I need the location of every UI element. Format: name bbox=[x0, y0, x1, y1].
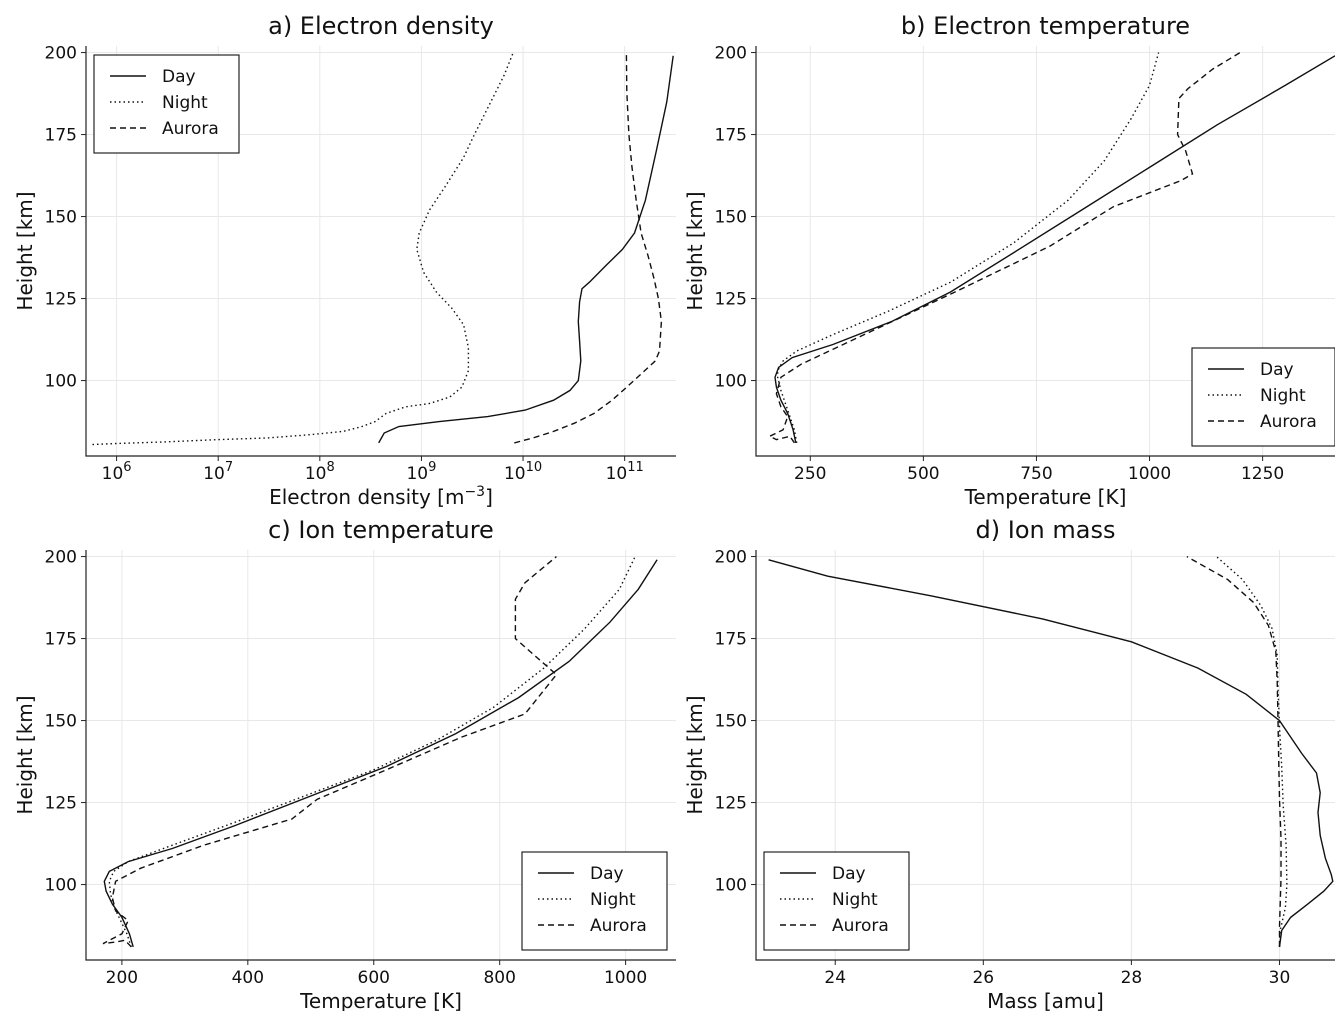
series-line-day bbox=[378, 55, 674, 444]
legend-label-day: Day bbox=[590, 864, 624, 884]
axis-spines bbox=[85, 46, 676, 457]
x-axis-label: Temperature [K] bbox=[964, 485, 1127, 509]
y-axis-label: Height [km] bbox=[13, 695, 37, 814]
series-line-night bbox=[777, 52, 1160, 444]
x-tick-label: 600 bbox=[358, 968, 390, 988]
panel-title: a) Electron density bbox=[268, 12, 494, 40]
x-tick-label: 1010 bbox=[504, 460, 542, 484]
legend-label-night: Night bbox=[1260, 386, 1306, 406]
y-tick-label: 100 bbox=[45, 372, 77, 392]
legend-frame bbox=[1191, 347, 1335, 447]
y-tick-label: 150 bbox=[715, 712, 747, 732]
axis-spines bbox=[755, 550, 1335, 961]
x-tick-label: 1000 bbox=[1128, 464, 1171, 484]
legend: Day Night Aurora bbox=[521, 851, 668, 951]
series-line-night bbox=[1216, 556, 1288, 947]
y-tick-label: 150 bbox=[45, 208, 77, 228]
axis-spines bbox=[755, 46, 1335, 457]
legend-frame bbox=[763, 851, 910, 951]
x-axis-label: Temperature [K] bbox=[299, 989, 462, 1011]
x-tick-label: 109 bbox=[406, 460, 436, 484]
x-tick-label: 200 bbox=[106, 968, 138, 988]
y-tick-label: 125 bbox=[715, 794, 747, 814]
series-line-day bbox=[768, 559, 1334, 947]
x-tick-label: 500 bbox=[907, 464, 939, 484]
x-tick-label: 26 bbox=[972, 968, 994, 988]
y-tick-label: 200 bbox=[715, 44, 747, 64]
x-tick-label: 1011 bbox=[606, 460, 644, 484]
x-axis-label: Electron density [m−3] bbox=[269, 484, 493, 509]
y-axis-label: Height [km] bbox=[683, 191, 707, 310]
legend-label-aurora: Aurora bbox=[590, 916, 647, 936]
x-tick-label: 107 bbox=[203, 460, 233, 484]
panel-title: d) Ion mass bbox=[976, 516, 1116, 544]
y-tick-label: 175 bbox=[45, 126, 77, 146]
y-tick-label: 175 bbox=[45, 630, 77, 650]
legend-label-aurora: Aurora bbox=[832, 916, 889, 936]
x-tick-label: 24 bbox=[824, 968, 846, 988]
y-tick-label: 125 bbox=[715, 290, 747, 310]
x-tick-label: 28 bbox=[1121, 968, 1143, 988]
legend-label-night: Night bbox=[590, 890, 636, 910]
panel-title: c) Ion temperature bbox=[268, 516, 494, 544]
y-tick-label: 175 bbox=[715, 126, 747, 146]
y-tick-label: 100 bbox=[715, 372, 747, 392]
y-tick-label: 200 bbox=[715, 548, 747, 568]
legend-frame bbox=[521, 851, 668, 951]
x-tick-label: 250 bbox=[794, 464, 826, 484]
panel-electron-density: a) Electron density Electron density [m−… bbox=[13, 12, 676, 509]
y-tick-label: 150 bbox=[45, 712, 77, 732]
x-tick-label: 1250 bbox=[1241, 464, 1284, 484]
axis-spines bbox=[85, 550, 676, 961]
legend-label-night: Night bbox=[162, 93, 208, 113]
y-axis-label: Height [km] bbox=[683, 695, 707, 814]
legend: Day Night Aurora bbox=[1191, 347, 1335, 447]
legend: Day Night Aurora bbox=[763, 851, 910, 951]
y-tick-label: 150 bbox=[715, 208, 747, 228]
y-tick-label: 175 bbox=[715, 630, 747, 650]
y-tick-label: 100 bbox=[45, 876, 77, 896]
x-tick-label: 106 bbox=[102, 460, 132, 484]
panel-ion-temperature: c) Ion temperature Temperature [K] Heigh… bbox=[13, 516, 676, 1011]
legend-label-aurora: Aurora bbox=[162, 119, 219, 139]
y-axis-label: Height [km] bbox=[13, 191, 37, 310]
panel-electron-temperature: b) Electron temperature Temperature [K] … bbox=[683, 12, 1335, 509]
series-line-day bbox=[774, 55, 1335, 444]
series-line-aurora bbox=[514, 52, 663, 444]
series-line-aurora bbox=[1186, 555, 1282, 947]
legend-label-day: Day bbox=[162, 67, 196, 87]
legend-frame bbox=[93, 54, 240, 154]
x-tick-label: 400 bbox=[232, 968, 264, 988]
y-tick-label: 100 bbox=[715, 876, 747, 896]
panel-ion-mass: d) Ion mass Mass [amu] Height [km] 24 26 2… bbox=[683, 516, 1335, 1011]
legend-label-day: Day bbox=[832, 864, 866, 884]
x-tick-label: 750 bbox=[1020, 464, 1052, 484]
legend-label-night: Night bbox=[832, 890, 878, 910]
x-tick-label: 108 bbox=[305, 460, 335, 484]
legend-label-day: Day bbox=[1260, 360, 1294, 380]
x-tick-label: 800 bbox=[483, 968, 515, 988]
series-line-day bbox=[103, 559, 658, 948]
y-tick-label: 125 bbox=[45, 290, 77, 310]
x-tick-label: 1000 bbox=[604, 968, 647, 988]
legend-label-aurora: Aurora bbox=[1260, 412, 1317, 432]
y-tick-label: 125 bbox=[45, 794, 77, 814]
y-tick-label: 200 bbox=[45, 548, 77, 568]
series-line-aurora bbox=[767, 52, 1241, 444]
x-tick-label: 30 bbox=[1269, 968, 1291, 988]
y-tick-label: 200 bbox=[45, 44, 77, 64]
legend: Day Night Aurora bbox=[93, 54, 240, 154]
x-axis-label: Mass [amu] bbox=[987, 989, 1104, 1011]
panel-title: b) Electron temperature bbox=[901, 12, 1190, 40]
series-line-aurora bbox=[102, 556, 558, 948]
